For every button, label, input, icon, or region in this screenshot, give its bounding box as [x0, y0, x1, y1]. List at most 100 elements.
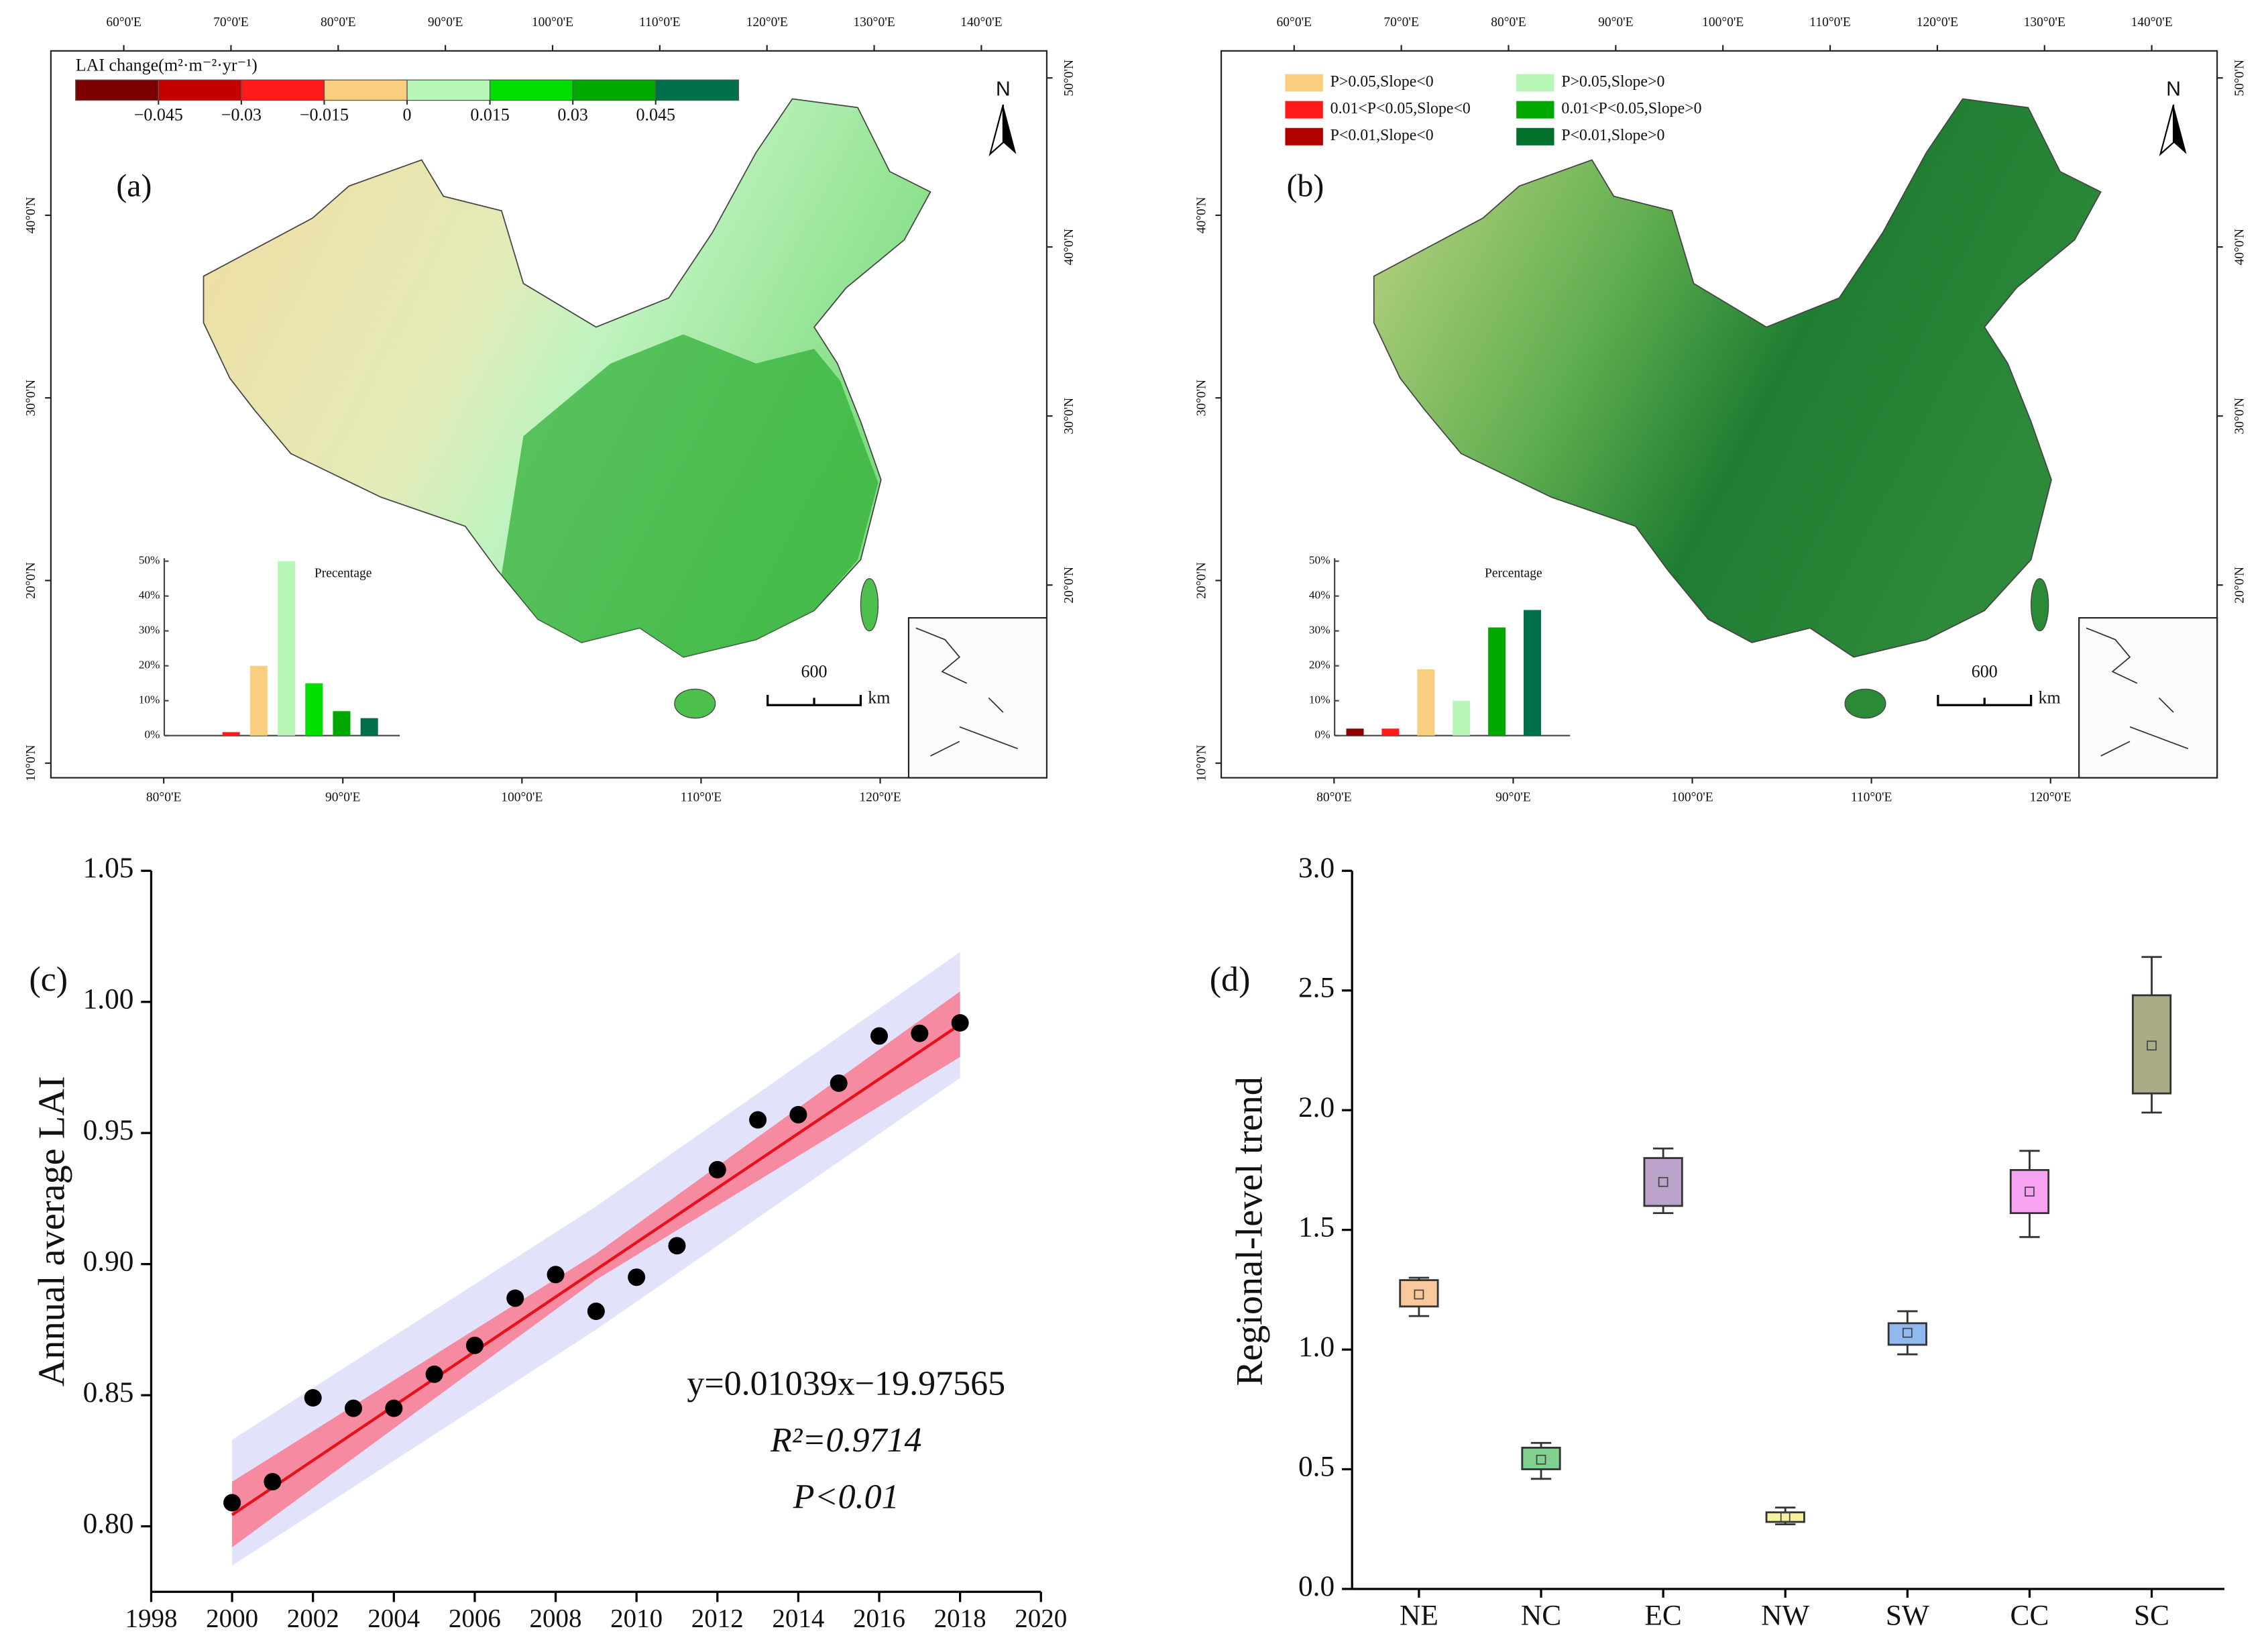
y-tick-label: 0.0 [1298, 1570, 1335, 1602]
inset-map [2078, 617, 2218, 779]
data-point [547, 1266, 565, 1284]
legend-title: LAI change(m²·m⁻²·yr⁻¹) [76, 56, 258, 75]
bar [1488, 627, 1506, 736]
y-tick-label: 0.80 [83, 1508, 134, 1540]
map-frame [1220, 50, 2218, 779]
north-arrow [2173, 105, 2187, 154]
right-tick-label: 30°0'N [1062, 398, 1076, 435]
x-tick-label: 2000 [206, 1604, 258, 1633]
bar [1346, 728, 1364, 736]
left-tick-label: 30°0'N [24, 380, 38, 417]
scale-label: 600 [801, 661, 828, 681]
legend-label: 0.01<P<0.05,Slope>0 [1561, 100, 1701, 117]
left-tick-label: 40°0'N [1194, 197, 1208, 234]
inset-tick-label: 0% [1315, 728, 1330, 741]
north-arrow [988, 104, 1004, 156]
north-label: N [996, 78, 1011, 100]
bar [1417, 669, 1435, 736]
bar [249, 665, 268, 736]
data-point [708, 1160, 726, 1178]
x-tick-label: NW [1761, 1599, 1809, 1631]
mean-marker [1902, 1327, 1913, 1338]
data-point [668, 1237, 686, 1255]
inset-tick-label: 50% [1309, 554, 1330, 567]
bar [360, 718, 378, 736]
x-tick-label: 1998 [125, 1604, 177, 1633]
legend-swatch [1516, 74, 1554, 92]
x-tick-label: 2010 [610, 1604, 663, 1633]
north-label: N [2166, 78, 2181, 100]
y-tick-label: 1.00 [83, 983, 134, 1015]
y-tick-label: 0.95 [83, 1114, 134, 1146]
box [2009, 1168, 2050, 1215]
top-tick-label: 70°0'E [1383, 15, 1418, 30]
y-axis-label: Regional-level trend [1229, 1077, 1271, 1386]
panel-label: (b) [1287, 169, 1324, 204]
scale-label: 600 [1972, 661, 1998, 681]
box [1765, 1511, 1805, 1523]
inset-tick-label: 10% [139, 694, 160, 706]
top-tick-label: 80°0'E [1491, 15, 1526, 30]
data-point [425, 1365, 443, 1383]
top-tick-label: 110°0'E [639, 15, 681, 30]
top-tick-label: 70°0'E [213, 15, 248, 30]
right-tick-label: 50°0'N [2232, 60, 2247, 97]
bottom-tick-label: 120°0'E [859, 790, 901, 804]
inset-tick-label: 40% [139, 589, 160, 602]
x-tick-label: 2004 [367, 1604, 420, 1633]
colorbar-segment [158, 79, 242, 101]
panel-label: (d) [1210, 960, 1251, 999]
inset-tick-label: 0% [144, 728, 160, 741]
fit-line [231, 1023, 961, 1517]
colorbar-segment [323, 79, 408, 101]
x-tick-label: 2008 [530, 1604, 582, 1633]
inset-title: Precentage [315, 567, 372, 581]
data-point [789, 1105, 807, 1123]
data-point [628, 1268, 646, 1286]
data-point [587, 1303, 605, 1321]
north-arrow [1003, 105, 1017, 154]
top-tick-label: 60°0'E [1277, 15, 1312, 30]
data-point [870, 1027, 889, 1045]
x-tick-label: 2020 [1015, 1604, 1067, 1633]
colorbar-segment [655, 79, 739, 101]
colorbar-segment [489, 79, 573, 101]
y-tick-label: 0.90 [83, 1246, 134, 1278]
y-tick-label: 1.5 [1298, 1211, 1335, 1244]
x-tick-label: SC [2134, 1599, 2169, 1631]
scale-unit: km [868, 688, 890, 707]
data-point [749, 1111, 767, 1129]
bar [305, 683, 323, 736]
bottom-tick-label: 80°0'E [1316, 790, 1351, 804]
y-tick-label: 2.5 [1298, 972, 1335, 1004]
scale-unit: km [2038, 688, 2060, 707]
right-tick-label: 30°0'N [2232, 398, 2247, 435]
x-tick-label: SW [1886, 1599, 1929, 1631]
mean-marker [1414, 1289, 1424, 1300]
right-tick-label: 50°0'N [1062, 60, 1076, 97]
data-point [264, 1473, 282, 1491]
x-tick-label: NE [1400, 1599, 1438, 1631]
colorbar-segment [572, 79, 657, 101]
legend-swatch [1285, 127, 1323, 146]
colorbar-tick-label: 0.045 [636, 105, 675, 124]
colorbar-tick-label: −0.015 [300, 105, 349, 124]
legend-swatch [1516, 101, 1554, 119]
bar [333, 711, 351, 736]
inset-tick-label: 50% [139, 554, 160, 567]
mean-marker [2025, 1187, 2035, 1197]
left-tick-label: 10°0'N [1194, 745, 1208, 781]
x-tick-label: 2006 [449, 1604, 501, 1633]
legend-label: 0.01<P<0.05,Slope<0 [1330, 100, 1471, 117]
data-point [830, 1074, 848, 1092]
top-tick-label: 100°0'E [1702, 15, 1744, 30]
top-tick-label: 140°0'E [960, 15, 1002, 30]
x-tick-label: 2012 [691, 1604, 744, 1633]
x-tick-label: CC [2010, 1599, 2049, 1631]
box [1399, 1279, 1439, 1308]
map-panel: 60°0'E 70°0'E 80°0'E 90°0'E 100°0'E 110°0'E 12… [24, 15, 1076, 804]
green-region [501, 334, 878, 657]
bottom-tick-label: 90°0'E [325, 790, 360, 804]
x-tick-label: EC [1644, 1599, 1681, 1631]
